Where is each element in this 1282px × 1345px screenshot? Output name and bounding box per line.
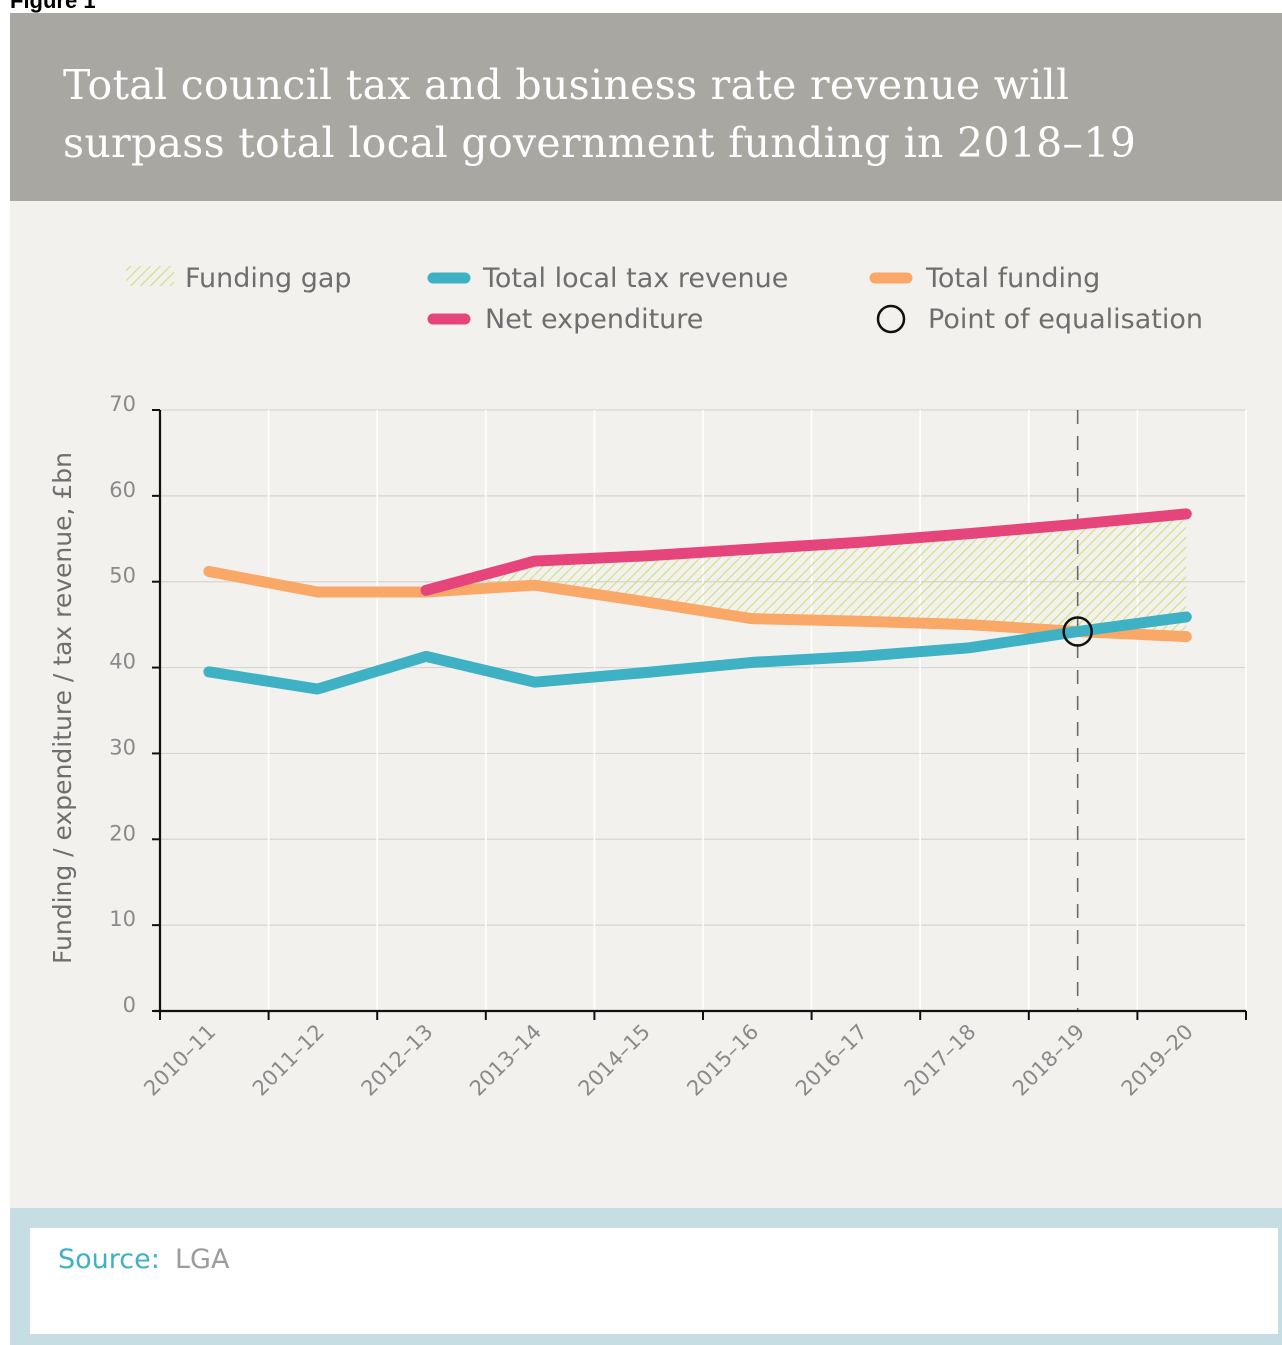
y-tick-label: 60 bbox=[109, 478, 136, 502]
legend-item-net-expenditure: Net expenditure bbox=[427, 304, 703, 335]
x-tick-label: 2013–14 bbox=[465, 1020, 546, 1101]
legend: Funding gap Total local tax revenue Tota… bbox=[126, 263, 1203, 335]
y-tick-label: 50 bbox=[109, 564, 136, 588]
chart-panel bbox=[10, 201, 1282, 1208]
title-bar: Total council tax and business rate reve… bbox=[10, 13, 1282, 201]
source-value: LGA bbox=[175, 1244, 230, 1275]
equalisation-swatch bbox=[876, 304, 906, 334]
y-tick-label: 0 bbox=[123, 993, 136, 1017]
funding-gap-area bbox=[426, 513, 1187, 637]
series-line-tax-revenue bbox=[203, 611, 1192, 695]
source-label: Source: bbox=[58, 1244, 160, 1275]
legend-label-point-of-equalisation: Point of equalisation bbox=[928, 304, 1203, 335]
y-tick-label: 20 bbox=[109, 821, 136, 845]
grid bbox=[160, 409, 1247, 1011]
equalisation-marker-group bbox=[1062, 616, 1093, 647]
figure-label: Figure 1 bbox=[10, 0, 96, 13]
axes bbox=[152, 409, 1247, 1020]
y-tick-label: 30 bbox=[109, 735, 136, 759]
chart-title-line-1: Total council tax and business rate reve… bbox=[63, 61, 1070, 109]
x-tick-label: 2010–11 bbox=[139, 1020, 220, 1101]
source-box bbox=[30, 1228, 1278, 1334]
x-tick-label: 2012–13 bbox=[357, 1020, 438, 1101]
legend-item-total-local-tax-revenue: Total local tax revenue bbox=[427, 263, 788, 294]
y-tick-label: 70 bbox=[109, 392, 136, 416]
y-tick-label: 40 bbox=[109, 650, 136, 674]
legend-label-total-local-tax-revenue: Total local tax revenue bbox=[482, 263, 788, 294]
series-line-total-funding bbox=[203, 565, 1192, 643]
funding-gap-hatch bbox=[426, 513, 1187, 637]
legend-item-funding-gap: Funding gap bbox=[126, 263, 352, 294]
legend-item-total-funding: Total funding bbox=[869, 263, 1100, 294]
legend-label-total-funding: Total funding bbox=[925, 263, 1100, 294]
legend-label-net-expenditure: Net expenditure bbox=[485, 304, 703, 335]
series-line-net-expenditure bbox=[420, 508, 1192, 596]
x-tick-label: 2015–16 bbox=[682, 1020, 763, 1101]
chart-title-line-2: surpass total local government funding i… bbox=[63, 119, 1137, 167]
x-tick-label: 2011–12 bbox=[248, 1020, 329, 1101]
x-tick-label: 2016–17 bbox=[791, 1020, 872, 1101]
x-tick-labels: 2010–11 2011–12 2012–13 2013–14 2014–15 2015–… bbox=[139, 1020, 1197, 1101]
y-tick-labels: 0 10 20 30 40 50 60 70 bbox=[109, 392, 136, 1017]
y-axis-title: Funding / expenditure / tax revenue, £bn bbox=[48, 452, 77, 964]
legend-item-point-of-equalisation: Point of equalisation bbox=[876, 304, 1203, 335]
x-tick-label: 2017–18 bbox=[900, 1020, 981, 1101]
series-lines bbox=[203, 508, 1192, 695]
y-tick-label: 10 bbox=[109, 907, 136, 931]
x-tick-label: 2019–20 bbox=[1117, 1020, 1198, 1101]
legend-label-funding-gap: Funding gap bbox=[185, 263, 352, 294]
x-tick-label: 2018–19 bbox=[1008, 1020, 1089, 1101]
x-tick-label: 2014–15 bbox=[574, 1020, 655, 1101]
funding-gap-swatch bbox=[126, 266, 174, 286]
equalisation-marker bbox=[1062, 616, 1093, 647]
